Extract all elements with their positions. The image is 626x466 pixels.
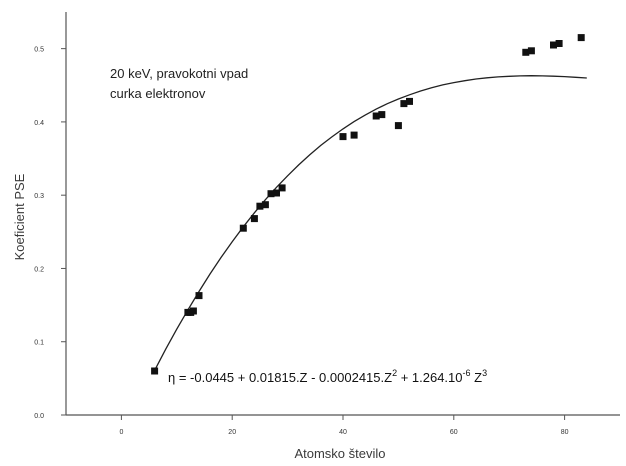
x-axis-label: Atomsko število	[294, 446, 385, 461]
data-point	[550, 41, 557, 49]
data-point	[267, 190, 275, 198]
fit-equation: η = -0.0445 + 0.01815.Z - 0.0002415.Z2 +…	[168, 368, 487, 385]
y-tick-label: 0.0	[34, 413, 44, 420]
data-point	[555, 40, 563, 47]
equation-part-b: + 1.264.10	[397, 370, 462, 385]
fit-curve	[154, 75, 587, 371]
data-point	[394, 122, 402, 130]
equation-part-a: = -0.0445 + 0.01815.Z - 0.0002415.Z	[175, 370, 392, 385]
x-tick-label: 20	[228, 429, 236, 436]
y-tick-label: 0.4	[34, 120, 44, 127]
data-point	[400, 100, 408, 108]
x-tick-label: 40	[339, 429, 347, 436]
annotation-line-2: curka elektronov	[110, 86, 206, 101]
y-tick-label: 0.3	[34, 193, 44, 200]
y-ticks: 0.0 0.1 0.2 0.3 0.4 0.5	[34, 47, 66, 420]
data-point	[372, 112, 380, 120]
data-point	[151, 367, 159, 375]
x-tick-label: 60	[450, 429, 458, 436]
data-point	[527, 47, 535, 55]
fit-curve-path	[154, 75, 587, 371]
data-point	[378, 111, 386, 119]
y-axis-label: Koeficient PSE	[12, 173, 27, 260]
data-point	[189, 307, 197, 315]
equation-part-c: Z	[471, 370, 483, 385]
data-point	[339, 133, 347, 141]
x-ticks: 0 20 40 60 80	[119, 415, 569, 436]
data-point	[522, 48, 530, 56]
data-point	[256, 202, 264, 210]
data-point	[250, 215, 258, 223]
y-tick-label: 0.1	[34, 340, 44, 347]
equation-sup-3: 3	[482, 368, 487, 378]
data-point	[278, 184, 286, 192]
data-point	[195, 292, 203, 300]
y-tick-label: 0.5	[34, 47, 44, 54]
data-point	[350, 131, 358, 139]
x-tick-label: 0	[119, 429, 123, 436]
data-point	[406, 97, 413, 105]
data-point	[577, 34, 585, 42]
data-point	[261, 201, 269, 209]
data-points	[151, 34, 585, 375]
x-tick-label: 80	[561, 429, 569, 436]
y-tick-label: 0.2	[34, 266, 44, 273]
annotation-line-1: 20 keV, pravokotni vpad	[110, 66, 248, 81]
equation-sup-minus6: -6	[463, 368, 471, 378]
equation-eta: η	[168, 370, 175, 385]
equation-sup-2: 2	[392, 368, 397, 378]
data-point	[273, 189, 280, 197]
data-point	[239, 224, 247, 232]
